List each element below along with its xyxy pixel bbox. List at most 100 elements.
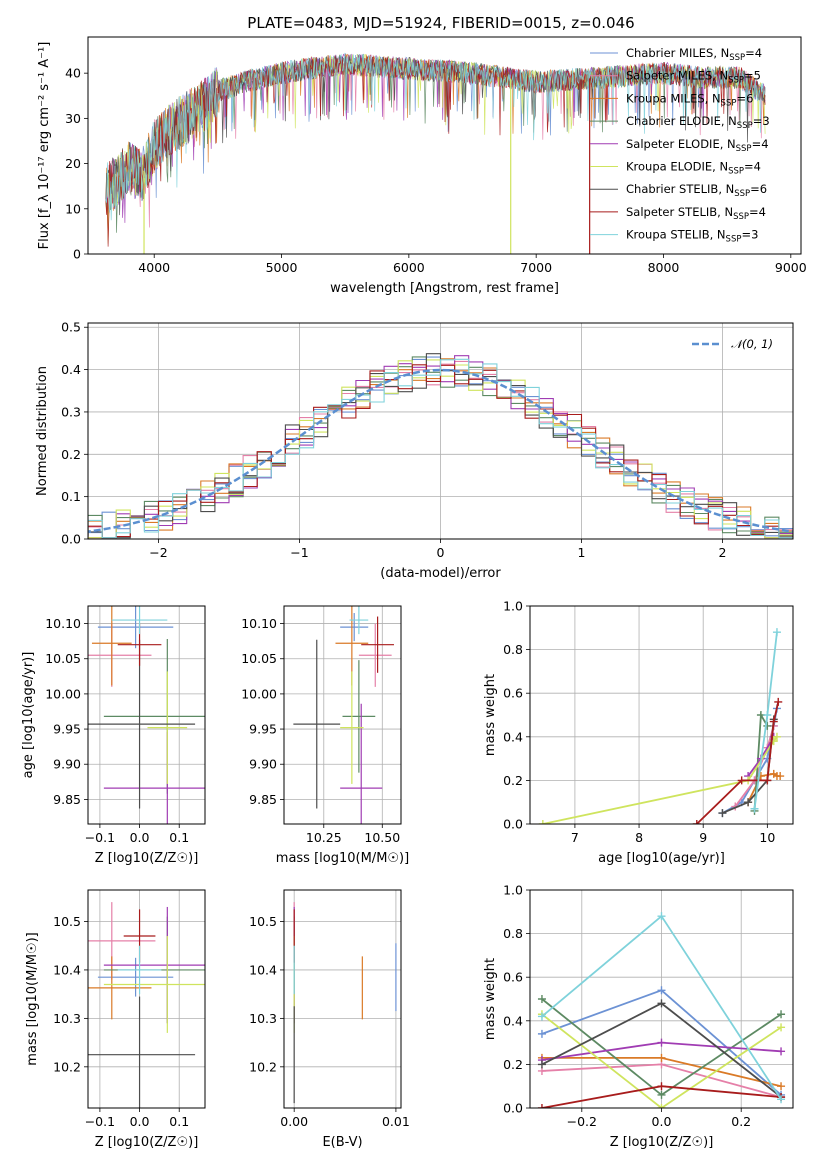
y-axis-label: mass weight [483,958,498,1040]
x-tick-label: 0.2 [731,1114,751,1129]
legend-label-sub: SSP [729,53,745,63]
x-tick-label: 8000 [648,260,680,275]
legend-label-sub: SSP [726,235,742,245]
legend-label-sub: SSP [734,189,750,199]
legend-label: Salpeter ELODIE, NSSP=4 [626,137,769,154]
plus-marker [772,628,781,637]
x-axis-label: wavelength [Angstrom, rest frame] [330,281,559,296]
y-tick-label: 0.6 [503,970,523,985]
legend-label-text: Kroupa ELODIE, N [626,160,728,174]
y-tick-label: 10.05 [241,651,277,666]
y-tick-label: 10.3 [53,1011,81,1026]
plus-marker [763,776,772,785]
plus-marker [750,804,759,813]
y-tick-label: 0.4 [503,729,523,744]
plus-marker [538,820,547,824]
x-axis-label: Z [log10(Z/Z☉)] [95,851,199,866]
axes-frame [283,889,402,1109]
x-tick-label: 8 [635,830,643,845]
axes-frame [529,605,794,825]
plus-marker [537,1104,546,1108]
y-tick-label: 40 [65,66,81,81]
spectrum-line [105,52,766,221]
plot-area-mass-z [88,902,205,1108]
y-tick-label: 10.4 [249,962,277,977]
x-axis-label: E(B-V) [322,1135,362,1150]
x-tick-label: 9 [699,830,707,845]
legend-label: Chabrier MILES, NSSP=4 [626,46,762,63]
x-tick-label: 0.1 [169,1114,189,1129]
plus-marker [744,798,753,807]
legend-label: Chabrier STELIB, NSSP=6 [626,182,767,199]
x-tick-label: −0.1 [85,1114,115,1129]
plus-marker [657,912,666,921]
legend-label: Kroupa ELODIE, NSSP=4 [626,160,761,177]
plot-area-weight-age [538,628,785,824]
y-tick-label: 0.2 [503,773,523,788]
y-axis-label: age [log10(age/yr)] [21,652,36,779]
y-tick-label: 0.2 [61,447,81,462]
x-tick-label: 0.00 [280,1114,308,1129]
y-tick-label: 10.10 [45,616,81,631]
plus-marker [763,721,772,730]
plus-marker [776,772,785,781]
y-tick-label: 0.3 [61,404,81,419]
x-tick-label: 1 [578,545,586,560]
legend-label-text: Chabrier STELIB, N [626,182,734,196]
y-tick-label: 0.4 [61,362,81,377]
panel-age-z: −0.1 0.0 0.1 9.85 9.90 9.95 10.00 10.05 10.10 Z [… [21,605,206,866]
panel-residuals: −2 −1 0 1 2 0.0 0.1 0.2 0.3 0.4 0.5 (data-model)/er… [35,320,794,581]
legend-label-text: Salpeter ELODIE, N [626,137,736,151]
legend-label-sub: SSP [728,167,744,177]
plus-marker [692,820,701,824]
x-tick-label: 7 [571,830,579,845]
legend-label-count: =3 [741,228,758,242]
legend-label-text: Salpeter MILES, N [626,69,728,83]
x-tick-label: 6000 [393,260,425,275]
x-tick-label: 0.0 [130,830,150,845]
legend-label-sub: SSP [737,121,753,131]
x-tick-label: 5000 [266,260,298,275]
x-tick-label: −0.2 [567,1114,597,1129]
legend-label-count: =4 [744,160,761,174]
legend-label: Salpeter MILES, NSSP=5 [626,69,761,86]
x-tick-label: 9000 [775,260,807,275]
legend-label-count: =5 [744,69,761,83]
legend-label-count: =4 [745,46,762,60]
plus-marker [657,1038,666,1047]
y-axis-label: Normed distribution [35,366,50,496]
y-tick-label: 0 [73,247,81,262]
y-tick-label: 10.10 [241,616,277,631]
y-tick-label: 0.1 [61,489,81,504]
plot-area-age-mass [293,606,394,824]
y-tick-label: 10.3 [249,1011,277,1026]
y-tick-label: 10.2 [249,1059,277,1074]
x-tick-label: 0 [437,545,445,560]
y-tick-label: 10.5 [53,914,81,929]
chart-title: PLATE=0483, MJD=51924, FIBERID=0015, z=0… [247,14,634,32]
y-axis-label: mass weight [483,674,498,756]
x-tick-label: 10.25 [306,830,342,845]
y-tick-label: 20 [65,156,81,171]
plus-marker [537,1029,546,1038]
plus-marker [763,711,772,719]
plus-marker [737,776,746,785]
legend-label: Chabrier ELODIE, NSSP=3 [626,114,770,131]
y-tick-label: 0.0 [503,1101,523,1116]
y-tick-label: 10.00 [45,686,81,701]
y-tick-label: 10.5 [249,914,277,929]
panel-spectrum: 4000 5000 6000 7000 8000 9000 0 10 20 30 40 wavelen… [37,14,807,296]
plot-area-mass-ebv [293,902,397,1104]
legend-label-text: Chabrier ELODIE, N [626,114,737,128]
plus-marker [537,1012,546,1021]
mass-weight-line [541,1013,782,1108]
histogram-step [88,358,793,539]
plot-area-residuals [88,353,793,539]
panel-age-mass: 10.25 10.50 9.85 9.90 9.95 10.00 10.05 10.10 mas… [241,605,409,866]
legend-label-sub: SSP [728,76,744,86]
x-axis-label: Z [log10(Z/Z☉)] [95,1135,199,1150]
axes-frame [87,889,206,1109]
x-tick-label: −1 [290,545,308,560]
